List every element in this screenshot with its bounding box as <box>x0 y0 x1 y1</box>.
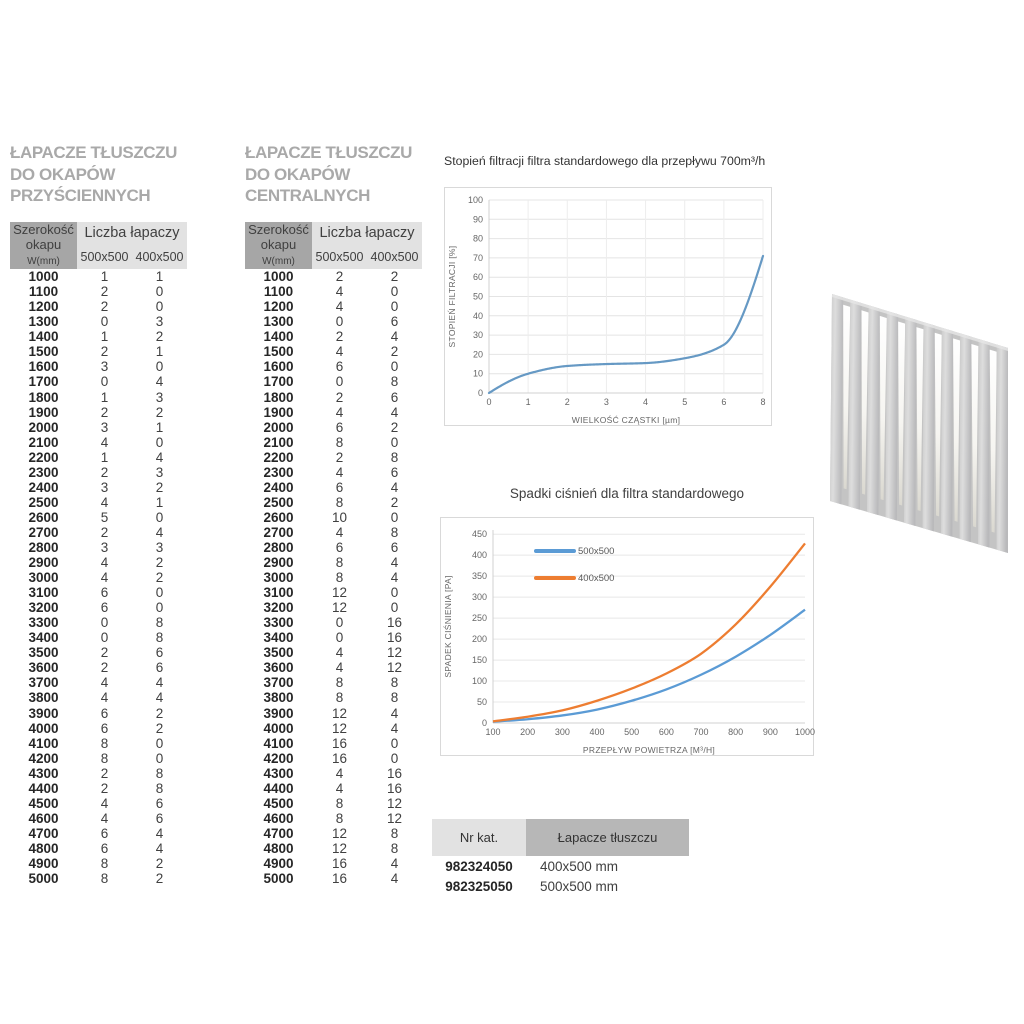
svg-text:100: 100 <box>472 676 487 686</box>
svg-text:3: 3 <box>604 397 609 407</box>
svg-text:700: 700 <box>693 727 708 737</box>
svg-text:6: 6 <box>721 397 726 407</box>
svg-text:0: 0 <box>478 388 483 398</box>
svg-text:350: 350 <box>472 571 487 581</box>
svg-text:900: 900 <box>763 727 778 737</box>
svg-text:5: 5 <box>682 397 687 407</box>
svg-text:20: 20 <box>473 349 483 359</box>
svg-text:0: 0 <box>486 397 491 407</box>
svg-text:40: 40 <box>473 311 483 321</box>
svg-text:400x500: 400x500 <box>578 573 614 584</box>
svg-text:1: 1 <box>526 397 531 407</box>
svg-text:80: 80 <box>473 234 483 244</box>
svg-text:500x500: 500x500 <box>578 546 614 557</box>
svg-text:100: 100 <box>485 727 500 737</box>
svg-text:500: 500 <box>624 727 639 737</box>
svg-text:300: 300 <box>472 592 487 602</box>
svg-text:50: 50 <box>473 292 483 302</box>
svg-text:50: 50 <box>477 697 487 707</box>
svg-text:STOPIEŃ FILTRACJI [%]: STOPIEŃ FILTRACJI [%] <box>447 246 457 348</box>
svg-text:200: 200 <box>520 727 535 737</box>
svg-text:4: 4 <box>643 397 648 407</box>
svg-text:250: 250 <box>472 613 487 623</box>
svg-text:100: 100 <box>468 195 483 205</box>
svg-text:400: 400 <box>472 550 487 560</box>
svg-text:WIELKOŚĆ CZĄSTKI [µm]: WIELKOŚĆ CZĄSTKI [µm] <box>572 414 681 425</box>
svg-text:60: 60 <box>473 272 483 282</box>
svg-text:150: 150 <box>472 655 487 665</box>
svg-text:SPADEK CIŚNIENIA [PA]: SPADEK CIŚNIENIA [PA] <box>442 575 453 677</box>
svg-text:8: 8 <box>760 397 765 407</box>
svg-text:PRZEPŁYW POWIETRZA [M³/H]: PRZEPŁYW POWIETRZA [M³/H] <box>583 745 715 755</box>
svg-text:1000: 1000 <box>795 727 815 737</box>
svg-text:90: 90 <box>473 214 483 224</box>
svg-text:2: 2 <box>565 397 570 407</box>
svg-text:200: 200 <box>472 634 487 644</box>
svg-text:70: 70 <box>473 253 483 263</box>
svg-text:400: 400 <box>589 727 604 737</box>
svg-text:450: 450 <box>472 529 487 539</box>
svg-text:600: 600 <box>659 727 674 737</box>
svg-text:300: 300 <box>555 727 570 737</box>
svg-text:30: 30 <box>473 330 483 340</box>
svg-text:10: 10 <box>473 369 483 379</box>
svg-text:800: 800 <box>728 727 743 737</box>
